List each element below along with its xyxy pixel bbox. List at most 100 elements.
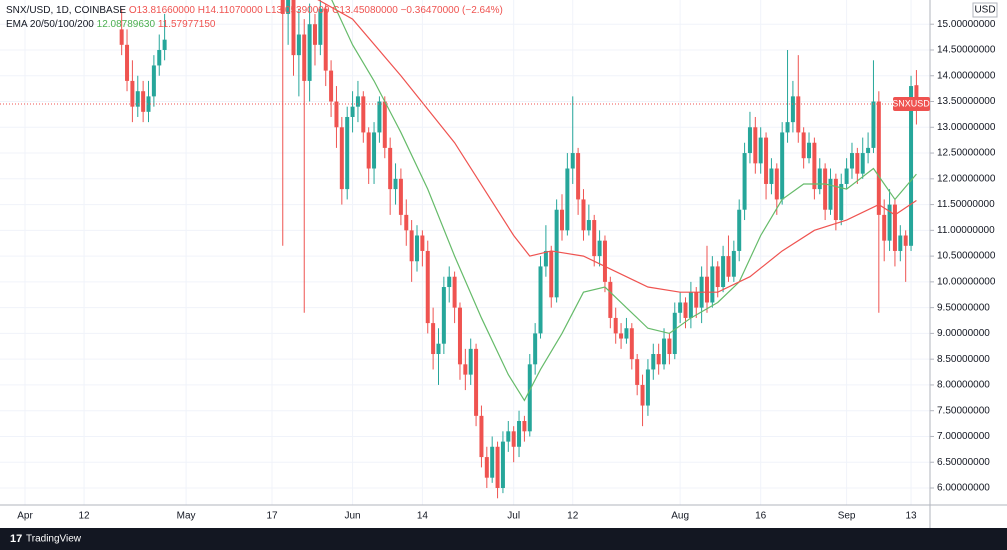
close: C13.45080000 [332, 5, 398, 16]
candle-body [565, 168, 570, 231]
candle-body [656, 354, 661, 365]
candle-body [393, 178, 398, 190]
candle-body [619, 333, 624, 339]
candle-body [457, 307, 462, 365]
candle-body [887, 204, 892, 241]
x-tick-label: Apr [17, 511, 33, 522]
candle-body [146, 96, 151, 112]
candle-body [549, 250, 554, 298]
y-tick-label: 8.50000000 [937, 354, 990, 365]
candle-body [291, 0, 296, 56]
candle-body [667, 338, 672, 355]
candle-body [125, 44, 130, 81]
candle-body [377, 101, 382, 133]
legend: SNX/USD, 1D, COINBASE O13.81660000 H14.1… [6, 4, 503, 32]
candle-body [415, 235, 420, 262]
candle-body [141, 91, 146, 112]
candle-body [468, 348, 473, 375]
candle-body [747, 127, 752, 154]
candle-body [774, 168, 779, 200]
candle-body [715, 266, 720, 288]
candle-body [785, 122, 790, 133]
legend-row: SNX/USD, 1D, COINBASE O13.81660000 H14.1… [6, 4, 503, 18]
x-tick-label: May [177, 511, 196, 522]
x-tick-label: Jul [507, 511, 520, 522]
grid [0, 0, 930, 505]
candle-body [726, 256, 731, 277]
y-tick-label: 13.50000000 [937, 96, 996, 107]
y-tick-label: 13.00000000 [937, 122, 996, 133]
candle-body [135, 91, 140, 107]
x-tick-label: 13 [905, 511, 917, 522]
candle-body [323, 8, 328, 71]
candle-body [769, 168, 774, 184]
candle-body [280, 0, 285, 14]
currency-box[interactable] [972, 2, 998, 18]
candle-body [436, 343, 441, 355]
candle-body [452, 276, 457, 308]
y-tick-label: 11.00000000 [937, 225, 995, 236]
candle-body [522, 421, 527, 432]
candle-body [817, 168, 822, 190]
candle-body [796, 96, 801, 133]
candle-body [683, 302, 688, 318]
candle-body [903, 235, 908, 246]
candle-body [764, 137, 769, 184]
candle-body [694, 292, 699, 308]
candle-body [307, 24, 312, 81]
candle-body [758, 137, 763, 164]
candle-body [651, 354, 656, 370]
candle-body [479, 415, 484, 458]
footer-logo: TradingView [26, 534, 82, 545]
candle-body [731, 250, 736, 277]
candle-body [554, 209, 559, 298]
candle-body [742, 153, 747, 210]
x-tick-label: 12 [567, 511, 579, 522]
candle-body [157, 49, 162, 66]
legend-row: EMA 20/50/100/200 12.08789630 11.5797715… [6, 18, 503, 32]
candle-body [404, 214, 409, 231]
candle-body [602, 240, 607, 282]
candle-body [517, 421, 522, 447]
candle-body [339, 127, 344, 190]
ema-line [317, 0, 917, 293]
y-tick-label: 6.50000000 [937, 457, 990, 468]
x-tick-label: 12 [79, 511, 91, 522]
x-tick-label: 17 [266, 511, 278, 522]
candle-body [463, 364, 468, 375]
candle-body [312, 24, 317, 45]
candle-body [447, 276, 452, 288]
candle-body [860, 153, 865, 174]
candle-body [506, 431, 511, 442]
ema50: 11.57977150 [157, 19, 216, 30]
candle-body [721, 256, 726, 288]
candle-body [511, 431, 516, 447]
x-tick-label: 14 [417, 511, 429, 522]
candle-body [361, 96, 366, 133]
candle-body [828, 178, 833, 210]
low: L13.05390000 [265, 5, 330, 16]
candle-body [678, 302, 683, 313]
candle-body [849, 153, 854, 169]
candle-body [162, 39, 167, 50]
candle-body [812, 142, 817, 190]
candle-body [474, 348, 479, 416]
candle-body [909, 86, 914, 246]
plot-area [0, 0, 930, 499]
candle-body [570, 153, 575, 169]
y-tick-label: 9.00000000 [937, 328, 990, 339]
candle-body [871, 101, 876, 148]
candle-body [844, 168, 849, 184]
candle-body [296, 34, 301, 56]
candle-body [629, 328, 634, 360]
candle-body [882, 214, 887, 241]
open: O13.81660000 [128, 5, 195, 16]
currency: USD [974, 5, 995, 16]
y-tick-label: 14.50000000 [937, 45, 996, 56]
candle-body [597, 240, 602, 257]
footer-logo-mark: 17 [10, 533, 22, 545]
candle-body [441, 287, 446, 344]
y-tick-label: 12.50000000 [937, 148, 996, 159]
